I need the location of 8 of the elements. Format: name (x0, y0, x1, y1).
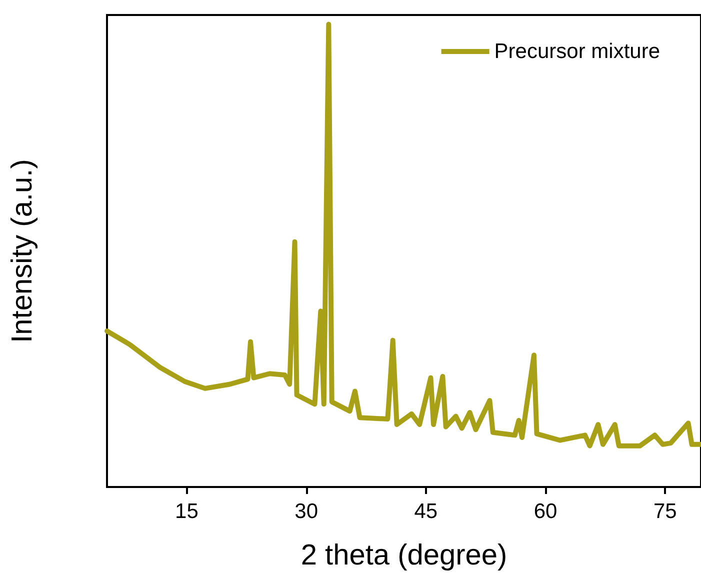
x-tick-label: 45 (414, 500, 438, 523)
legend-label: Precursor mixture (494, 40, 660, 63)
x-tick-label: 75 (653, 500, 677, 523)
y-axis-title: Intensity (a.u.) (6, 159, 38, 343)
x-tick-label: 30 (294, 500, 318, 523)
x-tick-label: 15 (175, 500, 198, 523)
x-axis-title: 2 theta (degree) (300, 540, 508, 572)
x-tick-label: 60 (534, 500, 558, 523)
